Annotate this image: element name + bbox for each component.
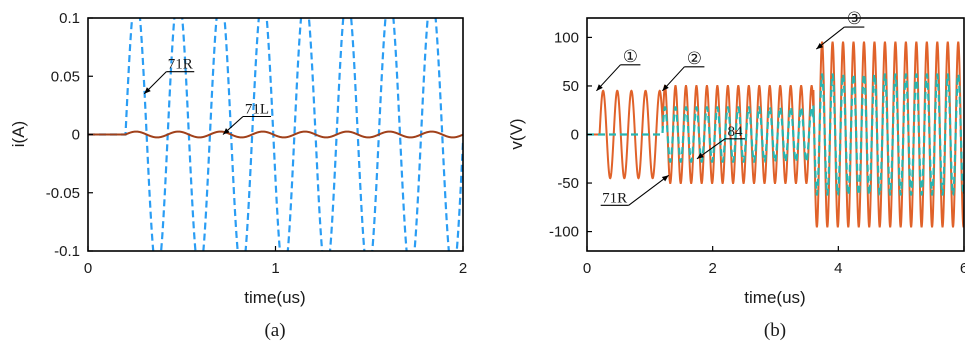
panel-a-annotation-label: 71L	[245, 102, 269, 118]
panel-b-ytick-label: -50	[557, 175, 579, 192]
panel-b-series-71R	[587, 41, 964, 228]
panel-a-annotation-arrowhead	[223, 128, 230, 135]
panel-a-ytick-label: 0.1	[59, 10, 80, 27]
panel-b-xtick-label: 2	[708, 260, 716, 277]
panel-a-ytick-label: -0.05	[46, 185, 80, 202]
panel-b-xlabel: time(us)	[744, 288, 805, 307]
panel-a-xtick-label: 2	[459, 260, 467, 277]
panel-b-annotation-arrowhead	[661, 175, 669, 182]
panel-a-series-71L	[88, 130, 463, 139]
panel-a-xtick-label: 1	[271, 260, 279, 277]
panel-b-ytick-label: 0	[571, 127, 579, 144]
panel-b-annotation-label: ③	[847, 9, 862, 29]
panel-b-annotation-arrowhead	[696, 152, 704, 159]
panel-b-caption: (b)	[764, 320, 786, 341]
panel-a-xtick-label: 0	[84, 260, 92, 277]
panel-a-ytick-label: 0	[72, 127, 80, 144]
panel-b-annotation-label: ①	[623, 47, 638, 67]
panel-b-xtick-label: 0	[583, 260, 591, 277]
panel-b-annotation-label: 71R	[602, 190, 627, 206]
panel-b-annotation-leader	[628, 174, 670, 206]
panel-b-annotation-arrowhead	[596, 84, 603, 91]
panel-b-ytick-label: 100	[554, 29, 579, 46]
panel-b-series-84	[587, 73, 964, 196]
panel-a-annotation-arrowhead	[144, 87, 151, 94]
panel-a-ytick-label: 0.05	[51, 68, 80, 85]
panel-a-plot: 0 1 2 0.1 0.05 0 -0.05 -0.1 71R 71L	[46, 10, 467, 277]
panel-a-ytick-label: -0.1	[54, 243, 80, 260]
panel-b-ylabel: v(V)	[507, 118, 526, 149]
panel-a-ylabel: i(A)	[9, 121, 28, 147]
panel-b-annotation-arrowhead	[662, 84, 669, 91]
panel-a-xlabel: time(us)	[244, 288, 305, 307]
panel-b-xtick-label: 6	[960, 260, 965, 277]
panel-b-annotation-arrowhead	[816, 42, 824, 50]
panel-b-ytick-label: 50	[562, 78, 579, 95]
panel-b-annotation-label: 84	[727, 124, 743, 140]
panel-a-caption: (a)	[264, 320, 285, 341]
panel-b-xtick-label: 4	[834, 260, 842, 277]
panel-b-annotation-label: ②	[687, 49, 702, 69]
panel-a-annotation-label: 71R	[168, 57, 193, 73]
panel-a: 0 1 2 0.1 0.05 0 -0.05 -0.1 71R 71L time(us) i(A…	[9, 10, 467, 341]
panel-b: 0 2 4 6 100 50 0 -50 -100 ① ② ③ 84 71R time(us) v(V)…	[507, 9, 965, 341]
panel-b-ytick-label: -100	[549, 224, 579, 241]
panel-a-series-71R	[88, 18, 463, 251]
panel-b-plot: 0 2 4 6 100 50 0 -50 -100 ① ② ③ 84 71R	[549, 9, 965, 277]
